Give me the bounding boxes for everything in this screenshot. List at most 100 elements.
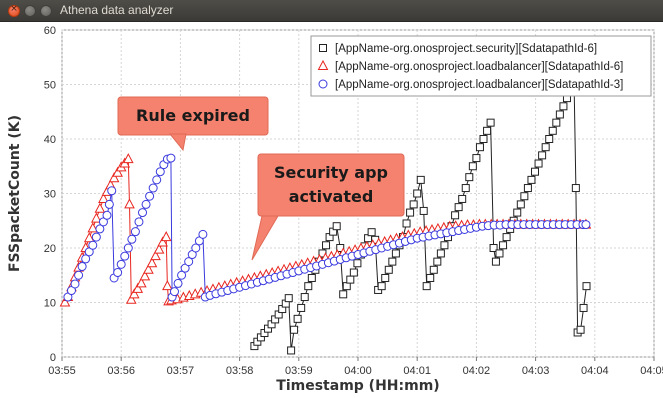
data-point-square [576,325,585,334]
data-point-square [304,282,313,291]
data-point-triangle [125,293,137,304]
y-axis-label: FSSpacketCount (K) [7,115,23,272]
y-tick-label: 30 [44,189,56,201]
minimize-window-button[interactable] [24,5,36,17]
data-point-triangle [150,250,161,261]
data-point-square [483,126,492,135]
data-point-circle [88,240,98,250]
data-point-triangle [122,153,134,164]
data-point-triangle [139,270,151,281]
data-point-square [475,143,484,152]
data-point-square [451,211,460,220]
close-window-button[interactable]: × [8,4,20,17]
data-point-square [322,241,331,250]
data-point-triangle [143,263,154,274]
data-point-square [454,203,463,212]
data-point-triangle [153,243,165,254]
data-point-circle [123,243,133,253]
y-tick-label: 0 [50,352,56,364]
data-point-square [523,184,532,193]
data-point-square [377,282,386,291]
data-point-triangle [146,257,158,268]
data-point-square [413,189,422,198]
data-point-square [436,249,445,258]
data-point-circle [91,232,101,242]
x-tick-label: 04:05 [640,365,663,377]
data-point-circle [145,191,155,201]
data-point-square [402,219,411,228]
data-point-circle [152,175,162,185]
x-axis-label: Timestamp (HH:mm) [276,378,439,394]
data-point-square [495,249,504,258]
data-point-circle [81,254,91,264]
data-point-square [416,175,425,184]
window-titlebar: × Athena data analyzer [0,0,663,22]
data-point-square [422,282,431,291]
data-point-square [381,273,390,282]
data-point-circle [116,259,126,269]
data-point-circle [191,243,201,253]
data-point-triangle [108,172,120,183]
data-point-square [297,303,306,312]
data-point-triangle [124,198,135,209]
data-point-triangle [112,166,123,177]
data-point-square [538,151,547,160]
y-tick-label: 20 [44,243,56,255]
data-point-triangle [317,59,329,70]
y-tick-label: 10 [44,298,56,310]
x-tick-label: 03:56 [107,365,135,377]
data-point-square [433,257,442,266]
data-point-square [339,290,348,299]
data-point-square [545,135,554,143]
callout-text: activated [289,187,374,206]
data-point-square [342,282,351,291]
data-point-square [499,241,508,250]
data-point-square [426,273,435,282]
data-point-circle [169,287,179,297]
data-point-square [472,154,481,163]
data-point-circle [138,208,148,218]
callout-text: Rule expired [136,106,250,125]
data-point-square [486,118,495,127]
window-title: Athena data analyzer [60,3,174,17]
data-point-circle [127,234,137,244]
data-point-square [388,257,397,266]
data-point-square [346,275,355,284]
x-tick-label: 04:00 [344,365,372,377]
data-point-square [307,273,316,282]
x-tick-label: 03:58 [226,365,254,377]
data-point-square [579,303,588,312]
data-point-square [349,268,358,277]
data-point-triangle [160,231,172,242]
data-point-circle [198,229,208,239]
data-point-square [516,200,525,209]
series-circle [63,153,591,302]
callout-text: Security app [274,163,388,182]
data-point-circle [70,279,80,289]
fss-packet-chart: 0 10 20 30 40 50 60 03:55 03:56 03:57 03:58 03:59 04… [7,25,663,394]
y-tick-label: 60 [44,25,56,37]
data-point-triangle [83,232,95,243]
data-point-square [406,208,415,217]
data-point-square [440,241,449,250]
data-point-square [419,206,428,215]
data-point-square [502,233,511,242]
data-point-triangle [91,212,102,223]
data-point-circle [134,217,144,227]
data-point-square [287,346,296,355]
data-point-triangle [87,222,99,233]
y-tick-label: 40 [44,134,56,146]
security-activated-callout: Security app activated [251,153,405,261]
data-point-circle [130,227,140,237]
data-point-circle [104,199,114,209]
x-tick-label: 04:04 [581,365,609,377]
maximize-window-button[interactable] [40,5,52,17]
data-point-square [284,294,293,303]
data-point-square [527,175,536,184]
data-point-square [336,244,345,252]
legend-entry: [AppName-org.onosproject.loadbalancer][S… [335,61,623,73]
data-point-square [319,44,327,52]
x-tick-label: 03:55 [48,365,76,377]
data-point-square [300,293,309,302]
data-point-triangle [162,280,173,291]
